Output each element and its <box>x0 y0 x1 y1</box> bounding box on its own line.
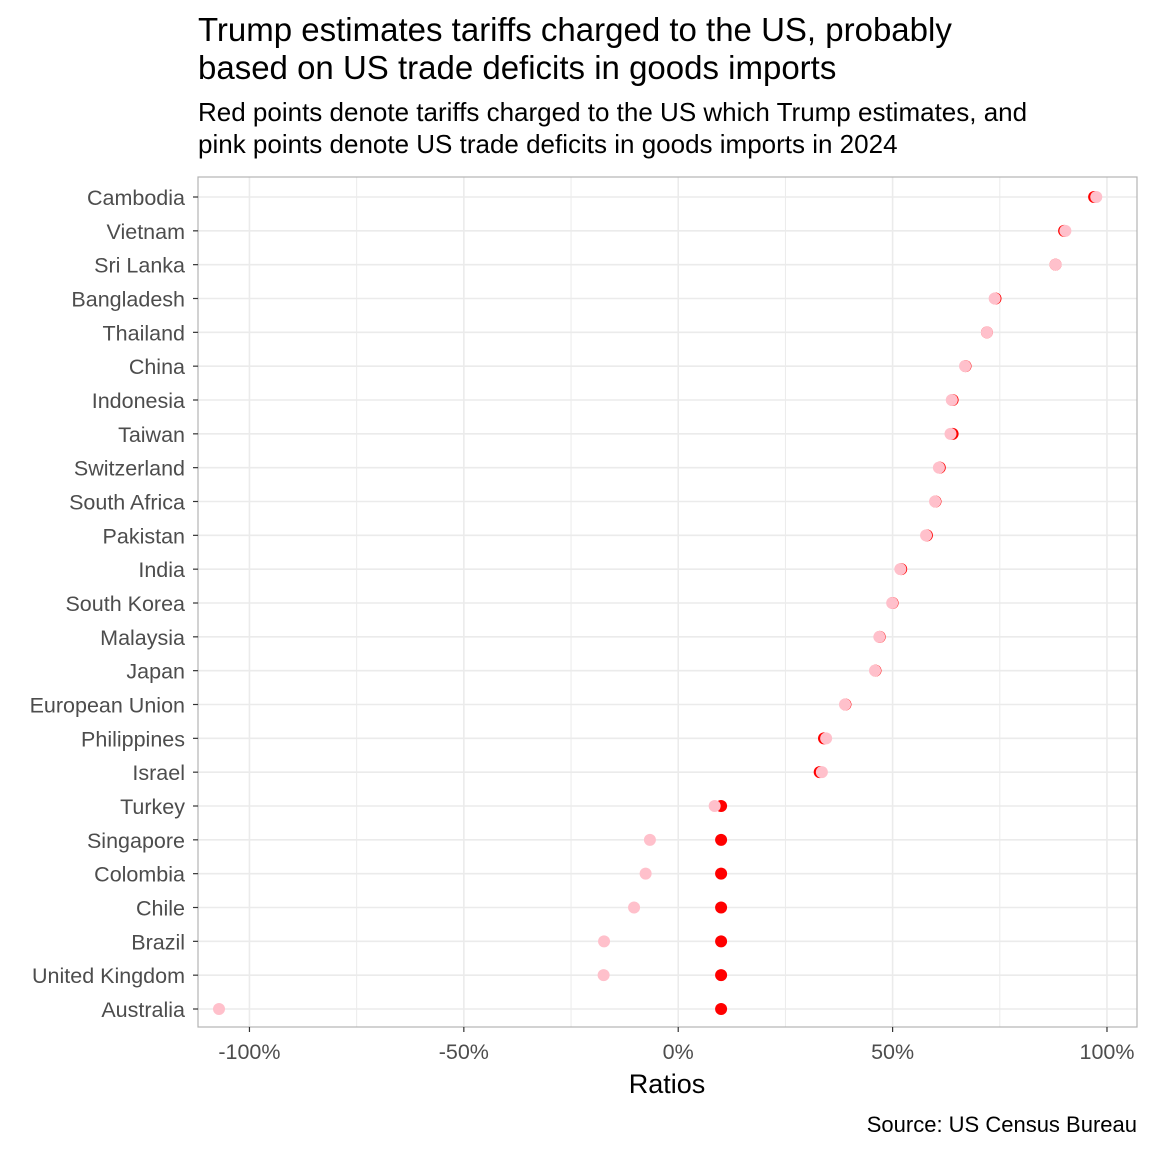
deficit-point <box>869 664 882 677</box>
deficit-point <box>873 630 886 643</box>
chart-subtitle-line-2: pink points denote US trade deficits in … <box>198 129 898 159</box>
deficit-point <box>820 732 833 745</box>
y-tick-label: Cambodia <box>87 186 185 210</box>
x-tick-label: 100% <box>1079 1040 1134 1064</box>
tariff-point <box>715 969 728 982</box>
x-axis: -100% -50% 0% 50% 100% <box>218 1027 1134 1064</box>
deficit-point <box>598 935 611 948</box>
panel-border <box>197 176 1138 1028</box>
y-tick-label: Australia <box>101 998 185 1022</box>
deficit-point <box>944 427 957 440</box>
deficit-point <box>945 394 958 406</box>
tariff-point <box>715 901 728 914</box>
deficit-point <box>815 766 828 779</box>
chart-title: Trump estimates tariffs charged to the U… <box>198 11 952 86</box>
y-tick-label: Thailand <box>103 321 185 345</box>
chart-title-line-1: Trump estimates tariffs charged to the U… <box>198 11 952 48</box>
y-tick-label: Malaysia <box>100 626 185 650</box>
y-tick-label: Sri Lanka <box>94 254 185 278</box>
tariff-point <box>715 867 728 880</box>
tariff-point <box>715 833 728 846</box>
x-tick-label: 50% <box>871 1040 914 1064</box>
deficit-point <box>929 495 942 508</box>
deficit-point <box>920 529 933 542</box>
caption: Source: US Census Bureau <box>867 1112 1137 1137</box>
deficit-point <box>597 969 610 982</box>
y-tick-label: South Africa <box>69 491 185 515</box>
y-tick-label: European Union <box>30 694 185 718</box>
y-tick-label: Turkey <box>120 795 185 819</box>
tariff-point <box>715 935 728 948</box>
y-tick-label: Israel <box>132 761 185 785</box>
deficit-point <box>886 597 899 609</box>
deficit-point <box>1059 224 1072 237</box>
y-tick-label: Indonesia <box>92 389 185 413</box>
y-tick-label: Colombia <box>94 863 185 887</box>
tariff-point <box>715 1003 728 1015</box>
y-tick-label: Bangladesh <box>71 288 185 312</box>
deficit-point <box>708 800 721 812</box>
y-tick-label: Chile <box>136 897 185 921</box>
deficit-point <box>213 1003 226 1015</box>
chart-subtitle-line-1: Red points denote tariffs charged to the… <box>198 97 1027 127</box>
y-tick-label: Vietnam <box>107 220 185 244</box>
x-axis-title: Ratios <box>629 1069 706 1099</box>
y-tick-label: China <box>129 355 185 379</box>
deficit-point <box>1049 258 1062 271</box>
deficit-point <box>932 461 945 474</box>
y-tick-label: Switzerland <box>74 457 185 481</box>
y-tick-label: Philippines <box>81 727 185 751</box>
deficit-point <box>988 292 1001 305</box>
y-tick-label: Brazil <box>131 930 185 954</box>
deficit-point <box>1090 191 1103 203</box>
x-tick-label: -100% <box>218 1040 280 1064</box>
y-tick-label: Taiwan <box>118 423 185 447</box>
chart-title-line-2: based on US trade deficits in goods impo… <box>198 49 836 86</box>
y-axis: Cambodia Vietnam Sri Lanka Bangladesh Thaila… <box>30 186 198 1022</box>
deficit-point <box>839 698 852 711</box>
x-tick-label: 0% <box>663 1040 694 1064</box>
data-points <box>213 191 1103 1015</box>
grid-minor <box>356 177 1001 1027</box>
y-tick-label: Singapore <box>87 829 185 853</box>
y-tick-label: Japan <box>126 660 185 684</box>
deficit-point <box>639 867 652 880</box>
grid-major <box>198 177 1137 1027</box>
y-tick-label: South Korea <box>65 592 185 616</box>
y-tick-label: Pakistan <box>103 524 185 548</box>
deficit-point <box>980 326 993 339</box>
x-tick-label: -50% <box>439 1040 489 1064</box>
chart-subtitle: Red points denote tariffs charged to the… <box>198 97 1027 159</box>
y-tick-label: United Kingdom <box>32 964 185 988</box>
deficit-point <box>643 833 656 846</box>
deficit-point <box>959 360 972 373</box>
deficit-point <box>894 563 907 576</box>
y-tick-label: India <box>138 558 185 582</box>
deficit-point <box>628 901 641 914</box>
